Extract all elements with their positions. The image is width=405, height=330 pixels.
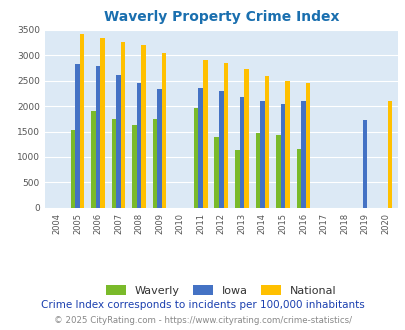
Bar [153, 119, 157, 208]
Bar [70, 130, 75, 208]
Title: Waverly Property Crime Index: Waverly Property Crime Index [103, 10, 338, 24]
Bar [301, 102, 305, 208]
Bar [111, 119, 116, 208]
Bar [136, 82, 141, 208]
Bar [194, 108, 198, 208]
Bar [141, 45, 145, 208]
Bar [234, 150, 239, 208]
Bar [214, 137, 218, 208]
Bar [362, 120, 367, 208]
Bar [275, 135, 280, 208]
Bar [132, 125, 136, 208]
Bar [100, 38, 104, 208]
Bar [243, 69, 248, 208]
Text: © 2025 CityRating.com - https://www.cityrating.com/crime-statistics/: © 2025 CityRating.com - https://www.city… [54, 316, 351, 325]
Bar [157, 89, 162, 208]
Bar [79, 34, 84, 208]
Bar [202, 60, 207, 208]
Bar [280, 104, 284, 208]
Bar [305, 82, 309, 208]
Bar [162, 53, 166, 208]
Bar [91, 111, 96, 208]
Text: Crime Index corresponds to incidents per 100,000 inhabitants: Crime Index corresponds to incidents per… [41, 300, 364, 310]
Bar [218, 91, 223, 208]
Bar [96, 66, 100, 208]
Bar [223, 63, 228, 208]
Bar [121, 42, 125, 208]
Bar [116, 75, 121, 208]
Bar [75, 64, 79, 208]
Bar [260, 102, 264, 208]
Bar [264, 76, 269, 208]
Bar [284, 81, 289, 208]
Bar [255, 133, 260, 208]
Bar [387, 101, 391, 208]
Legend: Waverly, Iowa, National: Waverly, Iowa, National [101, 281, 340, 300]
Bar [239, 97, 243, 208]
Bar [198, 88, 202, 208]
Bar [296, 149, 301, 208]
